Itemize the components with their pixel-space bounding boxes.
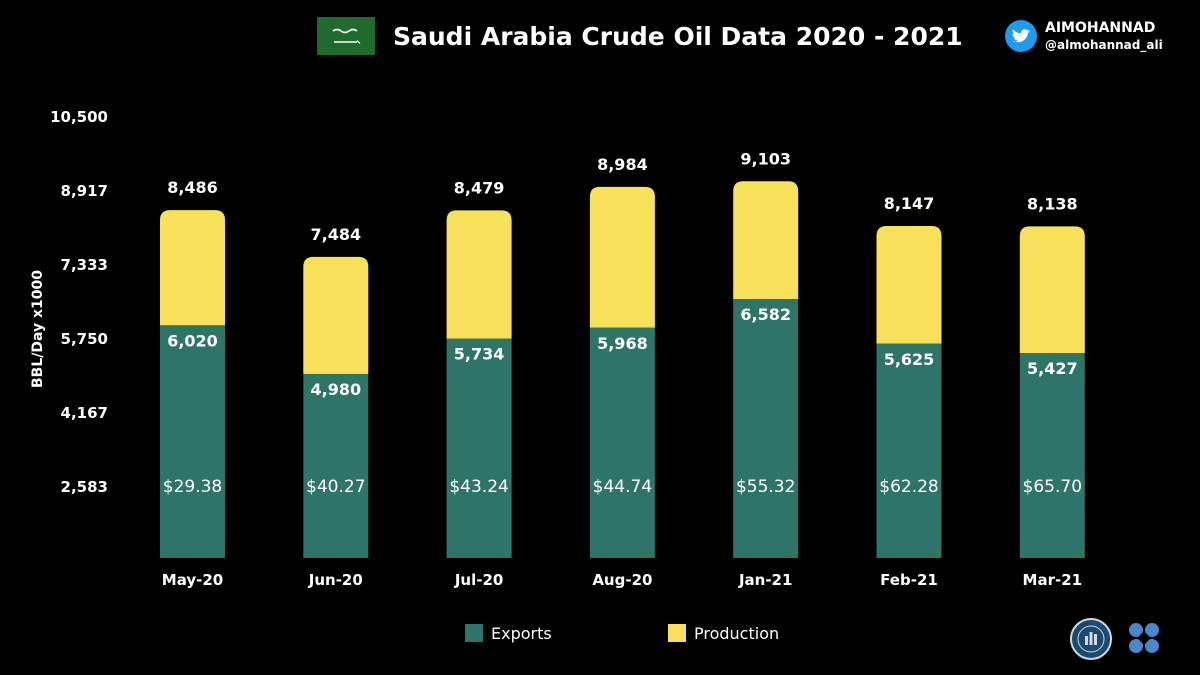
production-value-label: 8,486 <box>167 178 218 197</box>
production-value-label: 8,138 <box>1027 194 1078 213</box>
price-label: $65.70 <box>1023 477 1082 497</box>
legend-item-exports: Exports <box>465 624 552 643</box>
bar-production <box>446 210 512 339</box>
bar-exports <box>1019 353 1085 558</box>
x-tick-label: Aug-20 <box>592 571 652 589</box>
price-label: $40.27 <box>306 477 365 497</box>
bar-production <box>589 186 655 328</box>
opec-logo-icon <box>1129 623 1159 653</box>
production-value-label: 8,479 <box>454 178 505 197</box>
bar-exports <box>446 338 512 558</box>
price-label: $43.24 <box>449 477 508 497</box>
x-tick-label: Mar-21 <box>1023 571 1083 589</box>
x-tick-label: Jul-20 <box>454 571 504 589</box>
account-name: AIMOHANNAD <box>1045 20 1156 36</box>
price-label: $55.32 <box>736 477 795 497</box>
legend-label-production: Production <box>694 624 780 643</box>
exports-value-label: 6,020 <box>167 331 218 350</box>
bar-production <box>303 256 369 374</box>
bar-exports <box>160 325 225 558</box>
legend-swatch-exports <box>465 624 483 642</box>
exports-value-label: 5,427 <box>1027 359 1078 378</box>
exports-value-label: 5,625 <box>884 350 935 369</box>
chart-title: Saudi Arabia Crude Oil Data 2020 - 2021 <box>393 22 963 51</box>
bar-production <box>733 181 799 300</box>
legend-swatch-production <box>668 624 686 642</box>
account-handle: @almohannad_ali <box>1045 38 1163 52</box>
x-tick-label: Jan-21 <box>738 571 792 589</box>
x-tick-label: Feb-21 <box>880 571 938 589</box>
production-value-label: 8,984 <box>597 155 648 174</box>
y-tick-label: 10,500 <box>50 108 108 126</box>
twitter-icon <box>1005 20 1037 52</box>
bar-production <box>160 210 225 326</box>
production-value-label: 9,103 <box>740 149 791 168</box>
legend-item-production: Production <box>668 624 779 643</box>
exports-value-label: 5,734 <box>454 345 505 364</box>
y-tick-label: 8,917 <box>61 182 108 200</box>
legend-label-exports: Exports <box>491 624 552 643</box>
seal-emblem-icon <box>1070 618 1112 660</box>
exports-value-label: 6,582 <box>740 305 791 324</box>
bar-exports <box>876 343 942 558</box>
y-tick-label: 5,750 <box>61 330 108 348</box>
y-tick-label: 4,167 <box>61 404 108 422</box>
y-tick-label: 2,583 <box>61 478 108 496</box>
production-value-label: 8,147 <box>884 194 935 213</box>
price-label: $44.74 <box>593 477 652 497</box>
exports-value-label: 5,968 <box>597 334 648 353</box>
bar-production <box>1019 226 1085 354</box>
x-tick-label: May-20 <box>162 571 223 589</box>
y-tick-label: 7,333 <box>61 256 108 274</box>
x-tick-label: Jun-20 <box>308 571 363 589</box>
production-value-label: 7,484 <box>310 225 361 244</box>
bar-exports <box>733 299 799 558</box>
bar-production <box>876 225 942 344</box>
price-label: $29.38 <box>163 477 222 497</box>
bar-exports <box>589 327 655 558</box>
saudi-flag-icon <box>317 17 375 55</box>
exports-value-label: 4,980 <box>310 380 361 399</box>
price-label: $62.28 <box>879 477 938 497</box>
bar-exports <box>303 373 369 558</box>
